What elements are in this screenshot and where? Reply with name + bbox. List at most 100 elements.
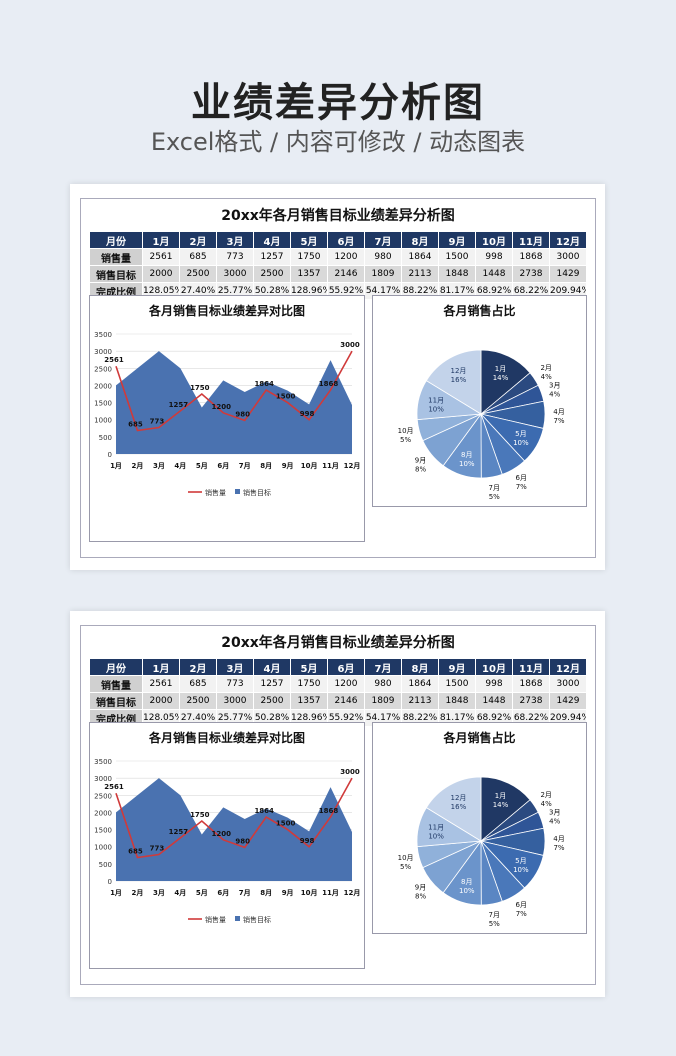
pie-chart-svg: 1月14%2月4%3月4%4月7%5月10%6月7%7月5%8月10%9月8%1… xyxy=(398,776,565,928)
sales-data-label: 1868 xyxy=(319,807,339,815)
table-cell[interactable]: 3000 xyxy=(216,692,254,710)
table-cell[interactable]: 2113 xyxy=(401,692,439,710)
table-cell[interactable]: 980 xyxy=(364,675,402,693)
pie-label-percent: 10% xyxy=(513,866,529,874)
table-cell[interactable]: 2500 xyxy=(253,692,291,710)
table-cell[interactable]: 1200 xyxy=(327,675,365,693)
sales-data-label: 1864 xyxy=(254,807,274,815)
table-corner-header: 月份 xyxy=(89,231,143,249)
table-cell[interactable]: 1868 xyxy=(512,675,550,693)
table-cell[interactable]: 2500 xyxy=(179,265,217,283)
table-cell[interactable]: 3000 xyxy=(549,248,587,266)
table-cell[interactable]: 2000 xyxy=(142,265,180,283)
pie-label-percent: 8% xyxy=(415,892,426,900)
x-tick-label: 7月 xyxy=(239,889,251,897)
table-cell[interactable]: 685 xyxy=(179,675,217,693)
table-cell[interactable]: 1357 xyxy=(290,692,328,710)
table-cell[interactable]: 1448 xyxy=(475,265,513,283)
table-cell[interactable]: 2561 xyxy=(142,248,180,266)
table-cell[interactable]: 773 xyxy=(216,248,254,266)
table-cell[interactable]: 773 xyxy=(216,675,254,693)
table-cell[interactable]: 685 xyxy=(179,248,217,266)
x-tick-label: 9月 xyxy=(282,462,294,470)
table-cell[interactable]: 1257 xyxy=(253,675,291,693)
page-subtitle: Excel格式 / 内容可修改 / 动态图表 xyxy=(150,128,526,156)
pie-label-percent: 14% xyxy=(493,801,509,809)
table-cell[interactable]: 1750 xyxy=(290,675,328,693)
table-cell[interactable]: 998 xyxy=(475,248,513,266)
excel-sheet: 20xx年各月销售目标业绩差异分析图 月份 1月 2月 3月 4月 5月 6月 7月 8月 9月 10… xyxy=(80,198,596,558)
table-cell[interactable]: 980 xyxy=(364,248,402,266)
sheet-title: 20xx年各月销售目标业绩差异分析图 xyxy=(221,208,455,224)
sales-data-label: 773 xyxy=(150,417,165,425)
pie-label-percent: 7% xyxy=(553,417,564,425)
y-tick-label: 1000 xyxy=(94,417,112,425)
table-cell[interactable]: 1448 xyxy=(475,692,513,710)
table-cell[interactable]: 3000 xyxy=(216,265,254,283)
table-cell[interactable]: 2738 xyxy=(512,265,550,283)
sales-data-label: 1200 xyxy=(212,830,232,838)
table-cell[interactable]: 2500 xyxy=(253,265,291,283)
table-cell[interactable]: 1864 xyxy=(401,248,439,266)
y-tick-label: 2000 xyxy=(94,809,112,817)
table-cell[interactable]: 2000 xyxy=(142,692,180,710)
table-row: 销售量 2561 685 773 1257 1750 1200 980 1864 1500 998 1… xyxy=(89,675,587,693)
table-cell[interactable]: 2738 xyxy=(512,692,550,710)
pie-label-month: 4月 xyxy=(553,408,564,416)
table-cell[interactable]: 1809 xyxy=(364,692,402,710)
table-cell[interactable]: 1357 xyxy=(290,265,328,283)
pie-chart-panel: 各月销售占比 1月 14% 2月 4% 3月 4% 4月 7% 5月 10% 6月 7% 7月 5% 8月 10… xyxy=(372,722,587,934)
table-cell[interactable]: 1864 xyxy=(401,675,439,693)
pie-label-percent: 5% xyxy=(489,493,500,501)
table-cell[interactable]: 1429 xyxy=(549,265,587,283)
legend-target-label: 销售目标 xyxy=(243,915,271,924)
comparison-chart-title: 各月销售目标业绩差异对比图 xyxy=(148,304,305,318)
table-cell[interactable]: 1848 xyxy=(438,265,476,283)
table-cell[interactable]: 2146 xyxy=(327,692,365,710)
pie-label-percent: 4% xyxy=(549,391,560,399)
pie-label-month: 6月 xyxy=(516,474,527,482)
month-header: 1月 xyxy=(142,658,180,676)
pie-label-month: 10月 xyxy=(398,427,414,435)
table-cell[interactable]: 1809 xyxy=(364,265,402,283)
month-header: 9月 xyxy=(438,658,476,676)
y-tick-label: 3500 xyxy=(94,331,112,339)
pie-chart-title: 各月销售占比 xyxy=(443,304,516,318)
table-cell[interactable]: 2561 xyxy=(142,675,180,693)
pie-label-percent: 4% xyxy=(549,818,560,826)
x-tick-label: 1月 xyxy=(110,462,122,470)
x-tick-label: 6月 xyxy=(217,462,229,470)
table-cell[interactable]: 3000 xyxy=(549,675,587,693)
pie-label-month: 2月 xyxy=(540,791,551,799)
sales-data-label: 980 xyxy=(235,410,250,418)
sales-data-label: 3000 xyxy=(340,341,360,349)
pie-slice xyxy=(425,349,482,415)
pie-label-month: 8月 xyxy=(461,878,472,886)
x-tick-label: 10月 xyxy=(301,462,318,470)
table-cell[interactable]: 1500 xyxy=(438,248,476,266)
y-tick-label: 0 xyxy=(108,451,112,459)
table-cell[interactable]: 1750 xyxy=(290,248,328,266)
table-cell[interactable]: 2113 xyxy=(401,265,439,283)
row-label: 销售目标 xyxy=(89,265,143,283)
table-cell[interactable]: 998 xyxy=(475,675,513,693)
pie-label-percent: 10% xyxy=(459,460,475,468)
row-label: 销售量 xyxy=(89,248,143,266)
pie-label-percent: 5% xyxy=(400,863,411,871)
pie-label-month: 12月 xyxy=(450,367,466,375)
table-cell[interactable]: 1257 xyxy=(253,248,291,266)
table-cell[interactable]: 2500 xyxy=(179,692,217,710)
x-tick-label: 4月 xyxy=(174,462,186,470)
table-cell[interactable]: 1868 xyxy=(512,248,550,266)
table-cell[interactable]: 1500 xyxy=(438,675,476,693)
table-cell[interactable]: 2146 xyxy=(327,265,365,283)
x-tick-label: 11月 xyxy=(322,889,339,897)
x-tick-label: 6月 xyxy=(217,889,229,897)
month-header: 9月 xyxy=(438,231,476,249)
sales-data-label: 3000 xyxy=(340,768,360,776)
table-cell[interactable]: 1200 xyxy=(327,248,365,266)
table-cell[interactable]: 1848 xyxy=(438,692,476,710)
row-label: 销售目标 xyxy=(89,692,143,710)
pie-label-month: 9月 xyxy=(415,883,426,891)
table-cell[interactable]: 1429 xyxy=(549,692,587,710)
